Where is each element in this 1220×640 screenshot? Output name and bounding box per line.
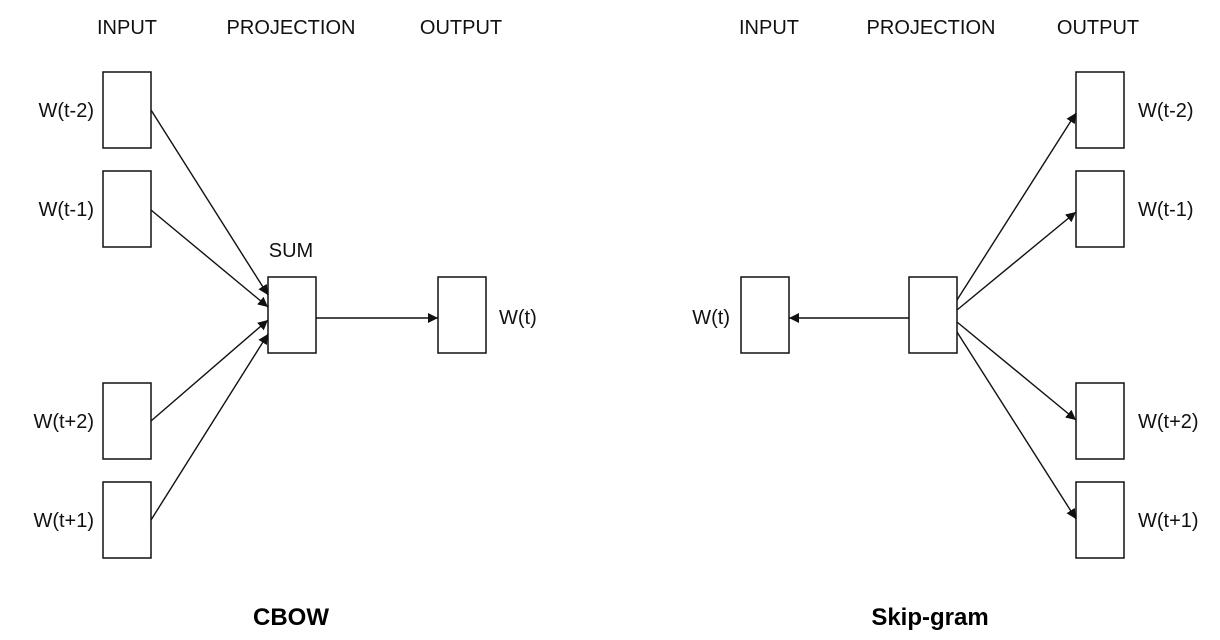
skipgram-input-header: INPUT <box>739 17 799 39</box>
cbow-output-label: W(t) <box>499 307 537 329</box>
cbow-input-label-2: W(t-1) <box>38 199 94 221</box>
skipgram-output-label-1: W(t-2) <box>1138 100 1194 122</box>
skipgram-panel: INPUT PROJECTION OUTPUT W(t) W(t-2) W(t-… <box>692 17 1198 631</box>
skipgram-input-label: W(t) <box>692 307 730 329</box>
skipgram-output-header: OUTPUT <box>1057 17 1139 39</box>
cbow-projection-header: PROJECTION <box>227 17 356 39</box>
cbow-projection-box <box>267 276 317 354</box>
skipgram-output-label-3: W(t+2) <box>1138 411 1199 433</box>
skipgram-edge-4 <box>956 331 1077 520</box>
skipgram-projection-header: PROJECTION <box>867 17 996 39</box>
cbow-input-label-1: W(t-2) <box>38 100 94 122</box>
skipgram-output-box-2 <box>1075 170 1125 248</box>
cbow-input-box-1 <box>102 71 152 149</box>
skipgram-edge-3 <box>956 321 1077 421</box>
skipgram-input-box <box>740 276 790 354</box>
cbow-title: CBOW <box>253 604 329 631</box>
skipgram-output-box-1 <box>1075 71 1125 149</box>
skipgram-edge-1 <box>956 112 1077 301</box>
cbow-input-label-3: W(t+2) <box>33 411 94 433</box>
cbow-output-box <box>437 276 487 354</box>
cbow-edge-4 <box>150 333 269 521</box>
skipgram-projection-box <box>908 276 958 354</box>
skipgram-output-label-2: W(t-1) <box>1138 199 1194 221</box>
skipgram-title: Skip-gram <box>871 604 988 631</box>
cbow-edge-1 <box>150 109 269 296</box>
skipgram-edge-2 <box>956 211 1077 311</box>
cbow-input-box-4 <box>102 481 152 559</box>
cbow-input-label-4: W(t+1) <box>33 510 94 532</box>
cbow-sum-label: SUM <box>269 240 313 262</box>
cbow-edge-2 <box>150 209 269 308</box>
cbow-input-box-3 <box>102 382 152 460</box>
cbow-input-header: INPUT <box>97 17 157 39</box>
skipgram-output-label-4: W(t+1) <box>1138 510 1199 532</box>
cbow-input-box-2 <box>102 170 152 248</box>
skipgram-output-box-3 <box>1075 382 1125 460</box>
skipgram-output-box-4 <box>1075 481 1125 559</box>
cbow-panel: INPUT PROJECTION OUTPUT W(t-2) W(t-1) W(… <box>33 17 536 631</box>
cbow-edge-3 <box>150 319 269 422</box>
cbow-output-header: OUTPUT <box>420 17 502 39</box>
